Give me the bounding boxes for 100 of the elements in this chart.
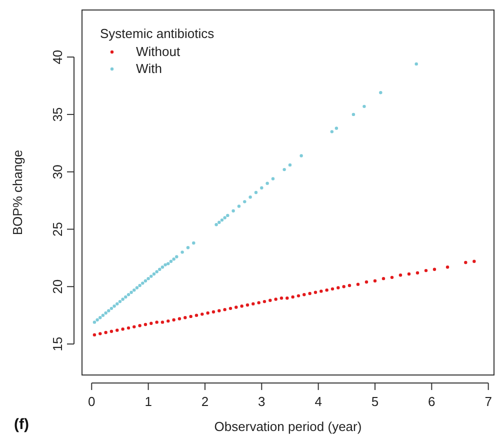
point (314, 290, 318, 294)
point (101, 314, 105, 317)
point (107, 309, 110, 312)
point (132, 325, 136, 328)
y-tick-label: 15 (50, 336, 65, 352)
point (308, 292, 312, 296)
point (330, 287, 334, 291)
x-tick-label: 3 (258, 394, 266, 409)
point (342, 285, 346, 288)
point (362, 104, 366, 108)
point (138, 284, 142, 288)
point (296, 294, 300, 298)
point (194, 314, 198, 317)
point (166, 262, 170, 266)
point (96, 318, 99, 322)
x-tick-label: 4 (314, 394, 322, 409)
point (325, 288, 328, 292)
point (446, 266, 450, 269)
x-tick-label: 5 (371, 394, 379, 409)
point (220, 218, 224, 222)
point (226, 214, 230, 218)
point (352, 112, 356, 116)
point (130, 290, 133, 294)
point (126, 326, 130, 330)
point (257, 301, 260, 304)
point (254, 190, 258, 194)
point (232, 209, 235, 212)
point (166, 319, 170, 323)
point (118, 300, 122, 304)
point (379, 91, 382, 94)
point (155, 270, 158, 274)
point (336, 286, 340, 290)
point (472, 260, 476, 263)
point (212, 310, 216, 314)
point (189, 314, 192, 318)
point (144, 279, 148, 282)
point (262, 300, 266, 304)
point (169, 260, 173, 263)
point (104, 330, 108, 334)
point (150, 322, 153, 325)
point (228, 306, 232, 310)
point (126, 293, 130, 296)
point (268, 298, 272, 302)
point (271, 177, 275, 180)
x-axis-title: Observation period (year) (214, 419, 362, 434)
legend-label: Without (136, 44, 180, 59)
point (132, 288, 136, 292)
point (192, 241, 196, 245)
legend-label: With (136, 61, 162, 76)
point (110, 330, 114, 333)
point (98, 316, 102, 320)
point (200, 312, 204, 316)
point (223, 308, 226, 312)
point (218, 220, 221, 224)
point (150, 274, 153, 278)
point (116, 302, 119, 306)
point (364, 280, 368, 284)
point (390, 276, 394, 280)
point (243, 200, 246, 204)
point (124, 295, 128, 299)
point (248, 195, 252, 199)
point (158, 268, 162, 272)
x-tick-label: 6 (428, 394, 436, 409)
point (144, 322, 148, 326)
point (464, 260, 468, 264)
point (348, 284, 352, 288)
point (172, 318, 176, 322)
point (280, 296, 284, 300)
point (214, 223, 218, 226)
point (266, 182, 269, 185)
point (416, 271, 420, 274)
x-tick-label: 7 (484, 394, 492, 409)
point (373, 279, 377, 282)
point (184, 316, 187, 320)
point (164, 263, 167, 266)
point (121, 327, 124, 331)
point (146, 276, 150, 280)
point (138, 324, 142, 328)
point (424, 268, 428, 272)
x-tick-label: 0 (88, 394, 96, 409)
y-tick-label: 40 (50, 50, 65, 64)
y-tick-label: 20 (50, 279, 65, 294)
point (291, 295, 294, 299)
point (237, 204, 241, 208)
point (300, 154, 303, 158)
point (218, 309, 221, 312)
point (180, 250, 184, 254)
y-tick-label: 35 (50, 107, 65, 122)
x-tick-label: 2 (201, 394, 209, 409)
point (206, 311, 210, 315)
point (414, 62, 418, 66)
point (356, 282, 360, 286)
point (382, 276, 386, 280)
point (160, 266, 164, 269)
point (286, 296, 289, 300)
point (141, 282, 144, 285)
point (160, 320, 164, 324)
point (92, 320, 96, 324)
legend-title: Systemic antibiotics (100, 26, 215, 41)
point (288, 163, 292, 167)
